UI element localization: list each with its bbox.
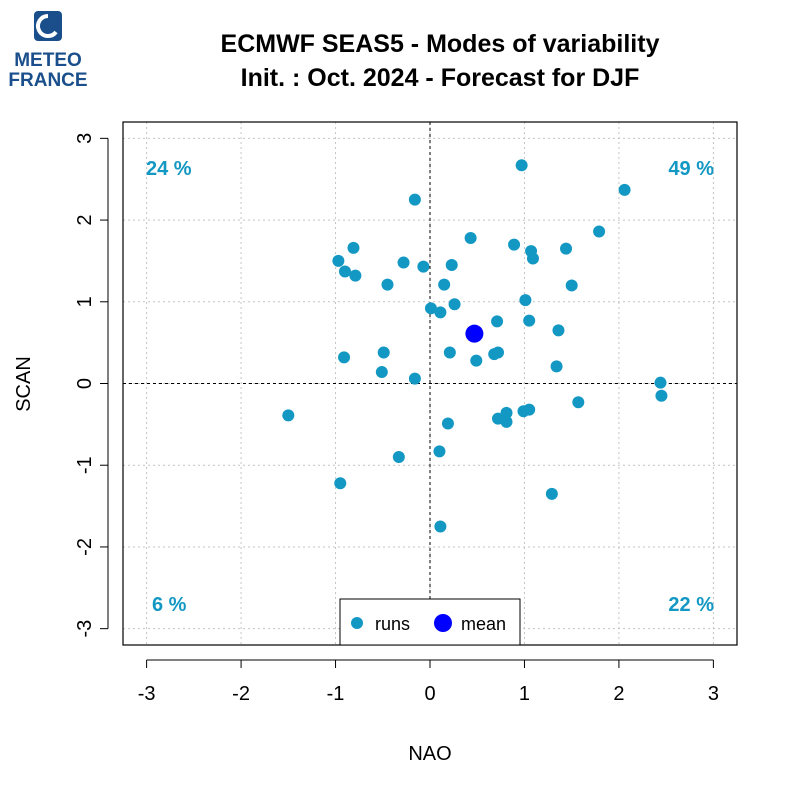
x-tick-label: -3	[138, 683, 156, 705]
chart-title-line1: ECMWF SEAS5 - Modes of variability	[220, 30, 660, 58]
legend-mean-label: mean	[461, 614, 506, 634]
run-point	[618, 183, 631, 196]
zero-reference-lines	[123, 122, 737, 645]
x-tick-label: 3	[708, 683, 719, 705]
run-point	[508, 238, 521, 251]
run-point	[381, 278, 394, 291]
y-axis-title: SCAN	[13, 356, 35, 412]
run-point	[593, 225, 606, 238]
y-tick-label: 1	[74, 296, 96, 307]
run-point	[438, 278, 451, 291]
mean-point	[465, 324, 484, 343]
run-point	[417, 260, 430, 273]
run-point	[448, 298, 461, 311]
quadrant-label-top-left: 24 %	[146, 158, 192, 180]
run-point	[572, 396, 585, 409]
legend-mean-marker	[434, 614, 452, 632]
y-tick-label: 3	[74, 133, 96, 144]
run-point	[434, 520, 447, 533]
run-point	[545, 487, 558, 500]
run-point	[488, 348, 501, 361]
run-point	[349, 269, 362, 282]
run-point	[282, 409, 295, 422]
run-point	[654, 376, 667, 389]
y-tick-label: 0	[74, 378, 96, 389]
run-point	[338, 265, 351, 278]
logo-text-line2: FRANCE	[8, 70, 87, 91]
x-tick-label: 0	[424, 683, 435, 705]
run-point	[408, 372, 421, 385]
run-point	[470, 354, 483, 367]
run-point	[464, 232, 477, 245]
run-point	[424, 302, 437, 315]
run-point	[500, 415, 513, 428]
run-point	[526, 252, 539, 265]
run-point	[565, 279, 578, 292]
quadrant-label-top-right: 49 %	[668, 158, 714, 180]
x-tick-label: -2	[232, 683, 250, 705]
run-point	[377, 346, 390, 359]
run-point	[397, 256, 410, 269]
run-point	[500, 406, 513, 419]
chart-title-line2: Init. : Oct. 2024 - Forecast for DJF	[240, 64, 640, 92]
legend-box	[339, 598, 521, 646]
run-point	[523, 314, 536, 327]
run-point	[515, 159, 528, 172]
run-point	[392, 451, 405, 464]
run-point	[552, 324, 565, 337]
quadrant-label-bottom-left: 6 %	[152, 594, 187, 616]
x-tick-label: 1	[519, 683, 530, 705]
legend-runs-label: runs	[375, 614, 410, 634]
legend: runs mean	[339, 598, 521, 646]
run-point	[434, 306, 447, 319]
y-axis: -3 -2 -1 0 1 2 3	[74, 133, 109, 638]
meteo-france-logo: METEO FRANCE	[8, 11, 88, 91]
run-point	[655, 389, 668, 402]
y-tick-label: -1	[74, 456, 96, 474]
y-tick-label: -3	[74, 620, 96, 638]
run-point	[408, 193, 421, 206]
run-point	[375, 366, 388, 379]
y-tick-label: -2	[74, 538, 96, 556]
y-tick-label: 2	[74, 215, 96, 226]
x-axis: -3 -2 -1 0 1 2 3	[138, 659, 719, 705]
x-axis-title: NAO	[408, 743, 451, 765]
run-point	[550, 360, 563, 373]
logo-swirl-icon	[36, 14, 58, 38]
legend-runs-marker	[351, 617, 363, 629]
quadrant-label-bottom-right: 22 %	[668, 594, 714, 616]
run-point	[347, 241, 360, 254]
data-points	[282, 159, 668, 533]
run-point	[491, 315, 504, 328]
run-point	[433, 445, 446, 458]
run-point	[517, 405, 530, 418]
x-tick-label: 2	[613, 683, 624, 705]
run-point	[443, 346, 456, 359]
run-point	[332, 254, 345, 267]
run-point	[560, 242, 573, 255]
run-point	[441, 417, 454, 430]
run-point	[519, 294, 532, 307]
x-tick-label: -1	[327, 683, 345, 705]
run-point	[445, 259, 458, 272]
run-point	[334, 477, 347, 490]
run-point	[338, 351, 351, 364]
logo-text-line1: METEO	[14, 50, 82, 71]
